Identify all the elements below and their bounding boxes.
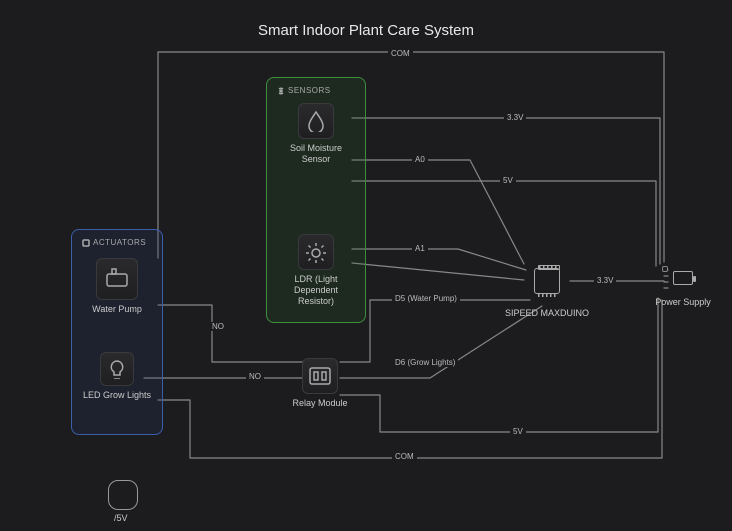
wire-a1: [352, 249, 526, 270]
relay-node[interactable]: Relay Module: [302, 358, 338, 409]
ldr-label: LDR (Light Dependent Resistor): [278, 274, 354, 306]
wire-label-com_bot: COM: [392, 452, 417, 461]
wire-label-3v3_soil: 3.3V: [504, 113, 526, 122]
wire-5v_bot: [340, 298, 658, 432]
wire-label-no2: NO: [246, 372, 264, 381]
wire-3v3_soil: [352, 118, 660, 264]
wire-label-no1: NO: [209, 322, 227, 331]
mcu-node[interactable]: SIPEED MAXDUINO: [524, 258, 570, 319]
sensors-panel-header: SENSORS: [273, 84, 359, 97]
actuators-panel-header: ACTUATORS: [78, 236, 156, 249]
wire-label-a0: A0: [412, 155, 428, 164]
extra-5v-label: /5V: [114, 513, 128, 523]
actuators-header-text: ACTUATORS: [93, 238, 146, 247]
wire-com_top: [158, 52, 664, 262]
wire-label-d5: D5 (Water Pump): [392, 294, 460, 303]
relay-label: Relay Module: [282, 398, 358, 409]
ldr-node[interactable]: LDR (Light Dependent Resistor): [298, 234, 334, 306]
grow-lights-node[interactable]: LED Grow Lights: [100, 352, 134, 401]
wire-label-5v_top: 5V: [500, 176, 516, 185]
psu-port: [662, 266, 668, 272]
mcu-label: SIPEED MAXDUINO: [504, 308, 590, 319]
wire-ldr_mcu: [352, 263, 524, 280]
extra-5v-box: [108, 480, 138, 510]
water-pump-node[interactable]: Water Pump: [96, 258, 138, 315]
soil-sensor-node[interactable]: Soil Moisture Sensor: [298, 103, 334, 165]
sensors-header-text: SENSORS: [288, 86, 331, 95]
water-pump-label: Water Pump: [76, 304, 158, 315]
wire-d5: [340, 300, 530, 362]
diagram-title: Smart Indoor Plant Care System: [258, 22, 474, 39]
psu-node[interactable]: Power Supply: [668, 263, 698, 308]
wire-label-5v_bot: 5V: [510, 427, 526, 436]
wire-5v_top: [352, 181, 656, 266]
wire-label-d6: D6 (Grow Lights): [392, 358, 458, 367]
grow-lights-label: LED Grow Lights: [80, 390, 154, 401]
wire-com_bot: [158, 300, 662, 458]
wire-label-3v3_mcu: 3.3V: [594, 276, 616, 285]
psu-label: Power Supply: [648, 297, 718, 308]
wire-label-a1: A1: [412, 244, 428, 253]
wire-label-com_top: COM: [388, 49, 413, 58]
wire-a0: [352, 160, 524, 264]
soil-sensor-label: Soil Moisture Sensor: [278, 143, 354, 165]
